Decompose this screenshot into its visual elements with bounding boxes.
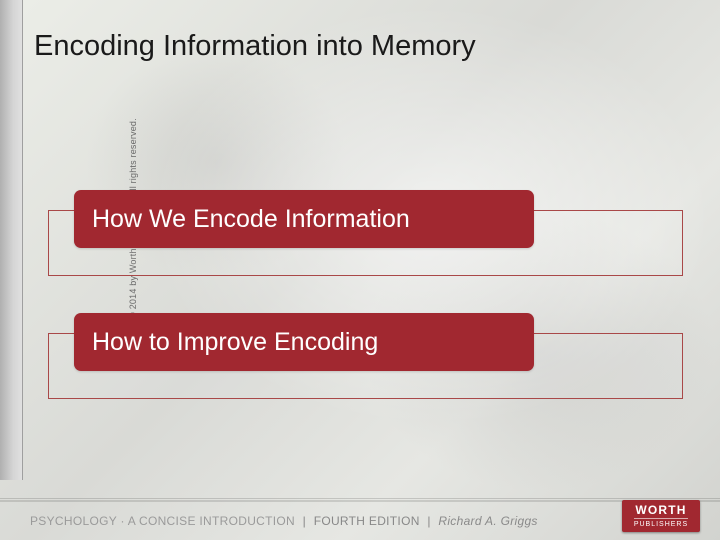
slide-title: Encoding Information into Memory <box>34 30 476 63</box>
footer-separator: | <box>303 514 306 528</box>
content-area: How We Encode Information How to Improve… <box>48 190 688 436</box>
topic-block: How We Encode Information <box>48 190 688 275</box>
footer-text: PSYCHOLOGY · A CONCISE INTRODUCTION | FO… <box>30 514 538 528</box>
copyright-sidebar: Copyright © 2014 by Worth Publishers. Al… <box>0 0 23 480</box>
topic-box: How to Improve Encoding <box>74 313 534 371</box>
footer-divider <box>0 500 720 502</box>
topic-label: How We Encode Information <box>92 205 410 234</box>
footer-author: Richard A. Griggs <box>438 514 537 528</box>
publisher-logo: WORTH PUBLISHERS <box>622 500 700 532</box>
footer-separator: | <box>427 514 430 528</box>
publisher-name: WORTH <box>635 504 686 516</box>
publisher-subname: PUBLISHERS <box>634 518 688 528</box>
footer-book: PSYCHOLOGY · A CONCISE INTRODUCTION <box>30 514 295 528</box>
footer-bar: PSYCHOLOGY · A CONCISE INTRODUCTION | FO… <box>0 492 720 540</box>
topic-label: How to Improve Encoding <box>92 328 378 357</box>
topic-block: How to Improve Encoding <box>48 313 688 398</box>
footer-edition: FOURTH EDITION <box>314 514 420 528</box>
topic-box: How We Encode Information <box>74 190 534 248</box>
footer-divider <box>0 498 720 499</box>
